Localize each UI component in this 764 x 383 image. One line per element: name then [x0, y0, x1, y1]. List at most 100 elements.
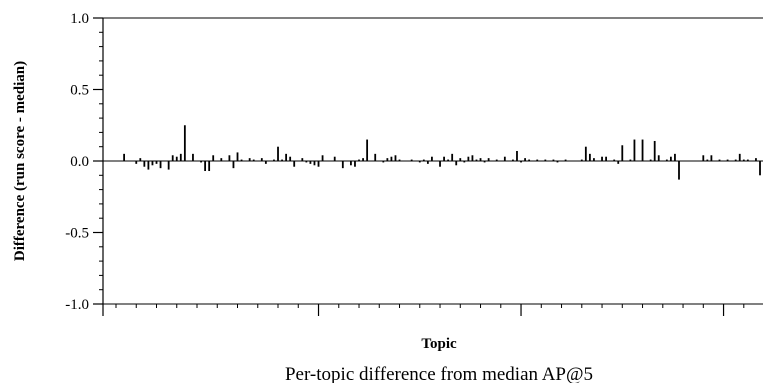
bar	[143, 161, 146, 167]
bar	[605, 156, 607, 161]
bar	[208, 161, 211, 172]
bar	[273, 159, 275, 161]
bar	[236, 152, 239, 161]
bar	[220, 158, 223, 161]
bar	[617, 161, 620, 164]
bar	[451, 153, 454, 161]
bar	[374, 153, 377, 161]
bar	[678, 161, 680, 180]
bar	[726, 159, 729, 161]
y-major-ticks	[93, 17, 103, 305]
bar	[483, 161, 486, 163]
bar	[431, 156, 433, 161]
bar	[588, 153, 591, 161]
bar	[228, 155, 231, 161]
bar	[171, 155, 174, 161]
bar	[321, 155, 324, 161]
bar	[285, 153, 288, 161]
bar	[503, 156, 506, 161]
bar	[536, 159, 539, 161]
bar	[418, 161, 421, 163]
bar	[212, 155, 215, 161]
bar	[564, 159, 567, 161]
x-axis-title: Topic	[421, 336, 457, 352]
bar	[755, 158, 757, 161]
bar	[240, 159, 243, 161]
bar	[487, 158, 490, 161]
bar	[123, 153, 126, 161]
bar	[151, 161, 154, 166]
bar	[633, 139, 636, 161]
bar	[601, 156, 603, 161]
bar	[447, 159, 450, 161]
bar	[398, 159, 401, 161]
y-axis-title: Difference (run score - median)	[12, 61, 28, 261]
bar	[653, 140, 656, 161]
bar	[621, 145, 624, 161]
bar	[394, 155, 397, 161]
bar	[289, 156, 292, 161]
bar	[362, 158, 364, 161]
y-tick-label: -1.0	[65, 297, 89, 313]
bar	[463, 161, 466, 163]
y-tick-label: 1.0	[70, 11, 89, 27]
y-tick-labels: 1.0 0.5 0.0 -0.5 -1.0	[65, 11, 89, 313]
bar	[718, 159, 721, 161]
bar	[260, 158, 263, 161]
bar	[649, 159, 652, 161]
bar	[665, 159, 668, 161]
bar	[354, 161, 356, 167]
bar	[738, 153, 741, 161]
bar	[479, 158, 482, 161]
bar	[520, 161, 522, 163]
bar	[264, 161, 267, 164]
bar	[459, 158, 462, 161]
bar	[301, 158, 304, 161]
bar	[495, 159, 498, 161]
bar	[710, 155, 713, 161]
bar	[252, 159, 255, 161]
bar	[183, 125, 186, 161]
bar	[159, 161, 162, 169]
chart-caption: Per-topic difference from median AP@5	[285, 364, 593, 383]
bar	[439, 161, 441, 167]
bar	[135, 161, 138, 164]
bar	[746, 159, 749, 161]
bar	[528, 159, 531, 161]
y-tick-label: 0.5	[70, 83, 89, 99]
bar	[657, 155, 660, 161]
bar	[475, 159, 478, 161]
bar	[277, 146, 279, 161]
bar	[742, 159, 745, 161]
bar	[350, 161, 352, 166]
bar	[281, 159, 283, 161]
bar	[147, 161, 150, 170]
bar	[333, 156, 336, 161]
y-tick-label: 0.0	[70, 154, 89, 170]
bar	[410, 159, 413, 161]
bar	[544, 159, 547, 161]
bar	[390, 156, 393, 161]
bar	[179, 153, 182, 161]
bar	[167, 161, 170, 170]
bar	[305, 161, 308, 163]
y-tick-label: -0.5	[65, 226, 89, 242]
bar	[248, 158, 251, 161]
bar	[516, 150, 518, 161]
bar	[629, 159, 632, 161]
x-ticks	[102, 304, 745, 316]
bar	[443, 156, 445, 161]
bar	[702, 155, 705, 161]
bar	[175, 156, 178, 161]
bar	[593, 158, 595, 161]
bar	[641, 139, 644, 161]
bar	[706, 159, 709, 161]
bar	[204, 161, 207, 172]
bar	[759, 161, 761, 176]
bar	[552, 159, 555, 161]
bar	[341, 161, 344, 169]
bar	[192, 153, 194, 161]
bar	[155, 161, 158, 164]
bar	[139, 158, 142, 161]
